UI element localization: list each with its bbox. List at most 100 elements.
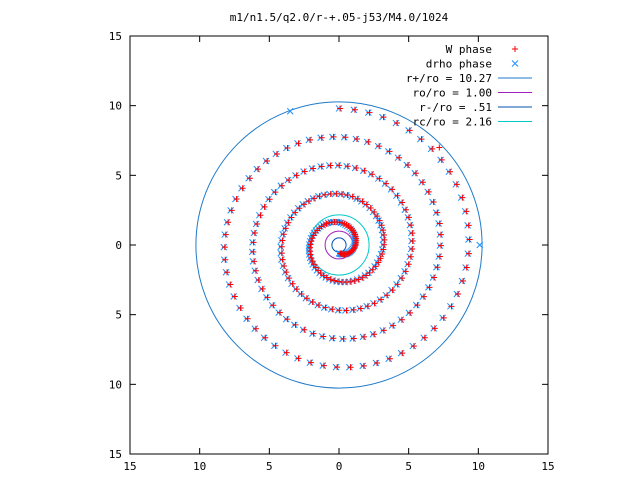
data-point xyxy=(360,362,367,369)
series-layer xyxy=(195,101,484,389)
data-point xyxy=(431,325,438,332)
data-point xyxy=(288,214,295,221)
data-point xyxy=(419,179,426,186)
data-point xyxy=(279,256,286,263)
data-point xyxy=(389,287,396,294)
data-point xyxy=(399,350,406,357)
data-point xyxy=(327,190,334,197)
data-point xyxy=(378,296,385,303)
data-point xyxy=(285,219,292,226)
data-point xyxy=(386,355,393,362)
data-point xyxy=(454,291,461,298)
data-point xyxy=(264,294,271,301)
data-point xyxy=(328,219,335,226)
data-point xyxy=(465,250,472,257)
data-point xyxy=(272,342,279,349)
data-point xyxy=(365,138,372,145)
circle-series xyxy=(331,237,347,253)
data-point xyxy=(460,278,467,285)
data-point xyxy=(399,275,406,282)
data-point xyxy=(307,136,314,143)
data-point xyxy=(418,136,425,143)
data-point xyxy=(262,334,269,341)
data-point xyxy=(224,269,231,276)
data-point xyxy=(303,295,310,302)
data-point xyxy=(410,343,417,350)
data-point xyxy=(363,201,370,208)
data-point xyxy=(377,255,384,262)
data-point xyxy=(359,274,366,281)
data-point xyxy=(322,304,329,311)
data-point xyxy=(331,277,338,284)
data-point xyxy=(380,231,387,238)
data-point xyxy=(315,267,322,274)
data-point xyxy=(286,107,294,115)
data-point xyxy=(250,239,257,246)
data-point xyxy=(436,253,443,260)
data-point xyxy=(350,335,357,342)
data-point xyxy=(244,315,251,322)
data-point xyxy=(310,165,317,172)
data-point xyxy=(252,267,259,274)
data-point xyxy=(394,281,401,288)
data-point xyxy=(376,217,383,224)
data-point xyxy=(320,362,327,369)
data-point xyxy=(330,133,337,140)
data-point xyxy=(340,335,347,342)
data-point xyxy=(371,331,378,338)
data-point xyxy=(369,171,376,178)
data-point xyxy=(408,222,415,229)
data-point xyxy=(367,205,374,212)
data-point xyxy=(405,261,412,268)
data-point xyxy=(278,182,285,189)
data-point xyxy=(350,306,357,313)
data-point xyxy=(466,236,473,243)
data-point xyxy=(289,280,296,287)
data-point xyxy=(376,143,383,150)
data-point xyxy=(308,238,315,245)
data-point xyxy=(316,193,323,200)
data-point xyxy=(266,196,273,203)
data-point xyxy=(334,278,341,285)
data-point xyxy=(430,199,437,206)
data-point xyxy=(386,148,393,155)
data-point xyxy=(307,251,314,258)
data-point xyxy=(305,198,312,205)
data-point xyxy=(384,292,391,299)
data-point xyxy=(228,207,235,214)
data-point xyxy=(336,162,343,169)
y-tick-label: 15 xyxy=(109,448,122,461)
data-point xyxy=(246,175,253,182)
data-point xyxy=(276,309,283,316)
data-point xyxy=(227,281,234,288)
data-point xyxy=(409,238,416,245)
data-point xyxy=(301,168,308,175)
data-point xyxy=(286,177,293,184)
data-point xyxy=(327,276,334,283)
data-point xyxy=(279,237,286,244)
data-point xyxy=(344,192,351,199)
data-point xyxy=(438,156,445,163)
data-point xyxy=(447,168,454,175)
data-point xyxy=(310,232,317,239)
data-point xyxy=(221,244,228,251)
data-point xyxy=(281,262,288,269)
data-point xyxy=(399,199,406,206)
data-point xyxy=(380,114,387,121)
data-point xyxy=(320,333,327,340)
data-point xyxy=(284,316,291,323)
data-point xyxy=(296,205,303,212)
data-point xyxy=(318,163,325,170)
data-point xyxy=(414,302,421,309)
data-point xyxy=(301,326,308,333)
data-point xyxy=(237,304,244,311)
data-point xyxy=(225,219,232,226)
data-point xyxy=(434,264,441,271)
legend-label: drho phase xyxy=(426,58,492,71)
data-point xyxy=(286,275,293,282)
x-tick-label: 0 xyxy=(336,460,343,473)
data-point xyxy=(231,293,238,300)
data-point xyxy=(278,250,285,257)
data-point xyxy=(347,364,354,371)
